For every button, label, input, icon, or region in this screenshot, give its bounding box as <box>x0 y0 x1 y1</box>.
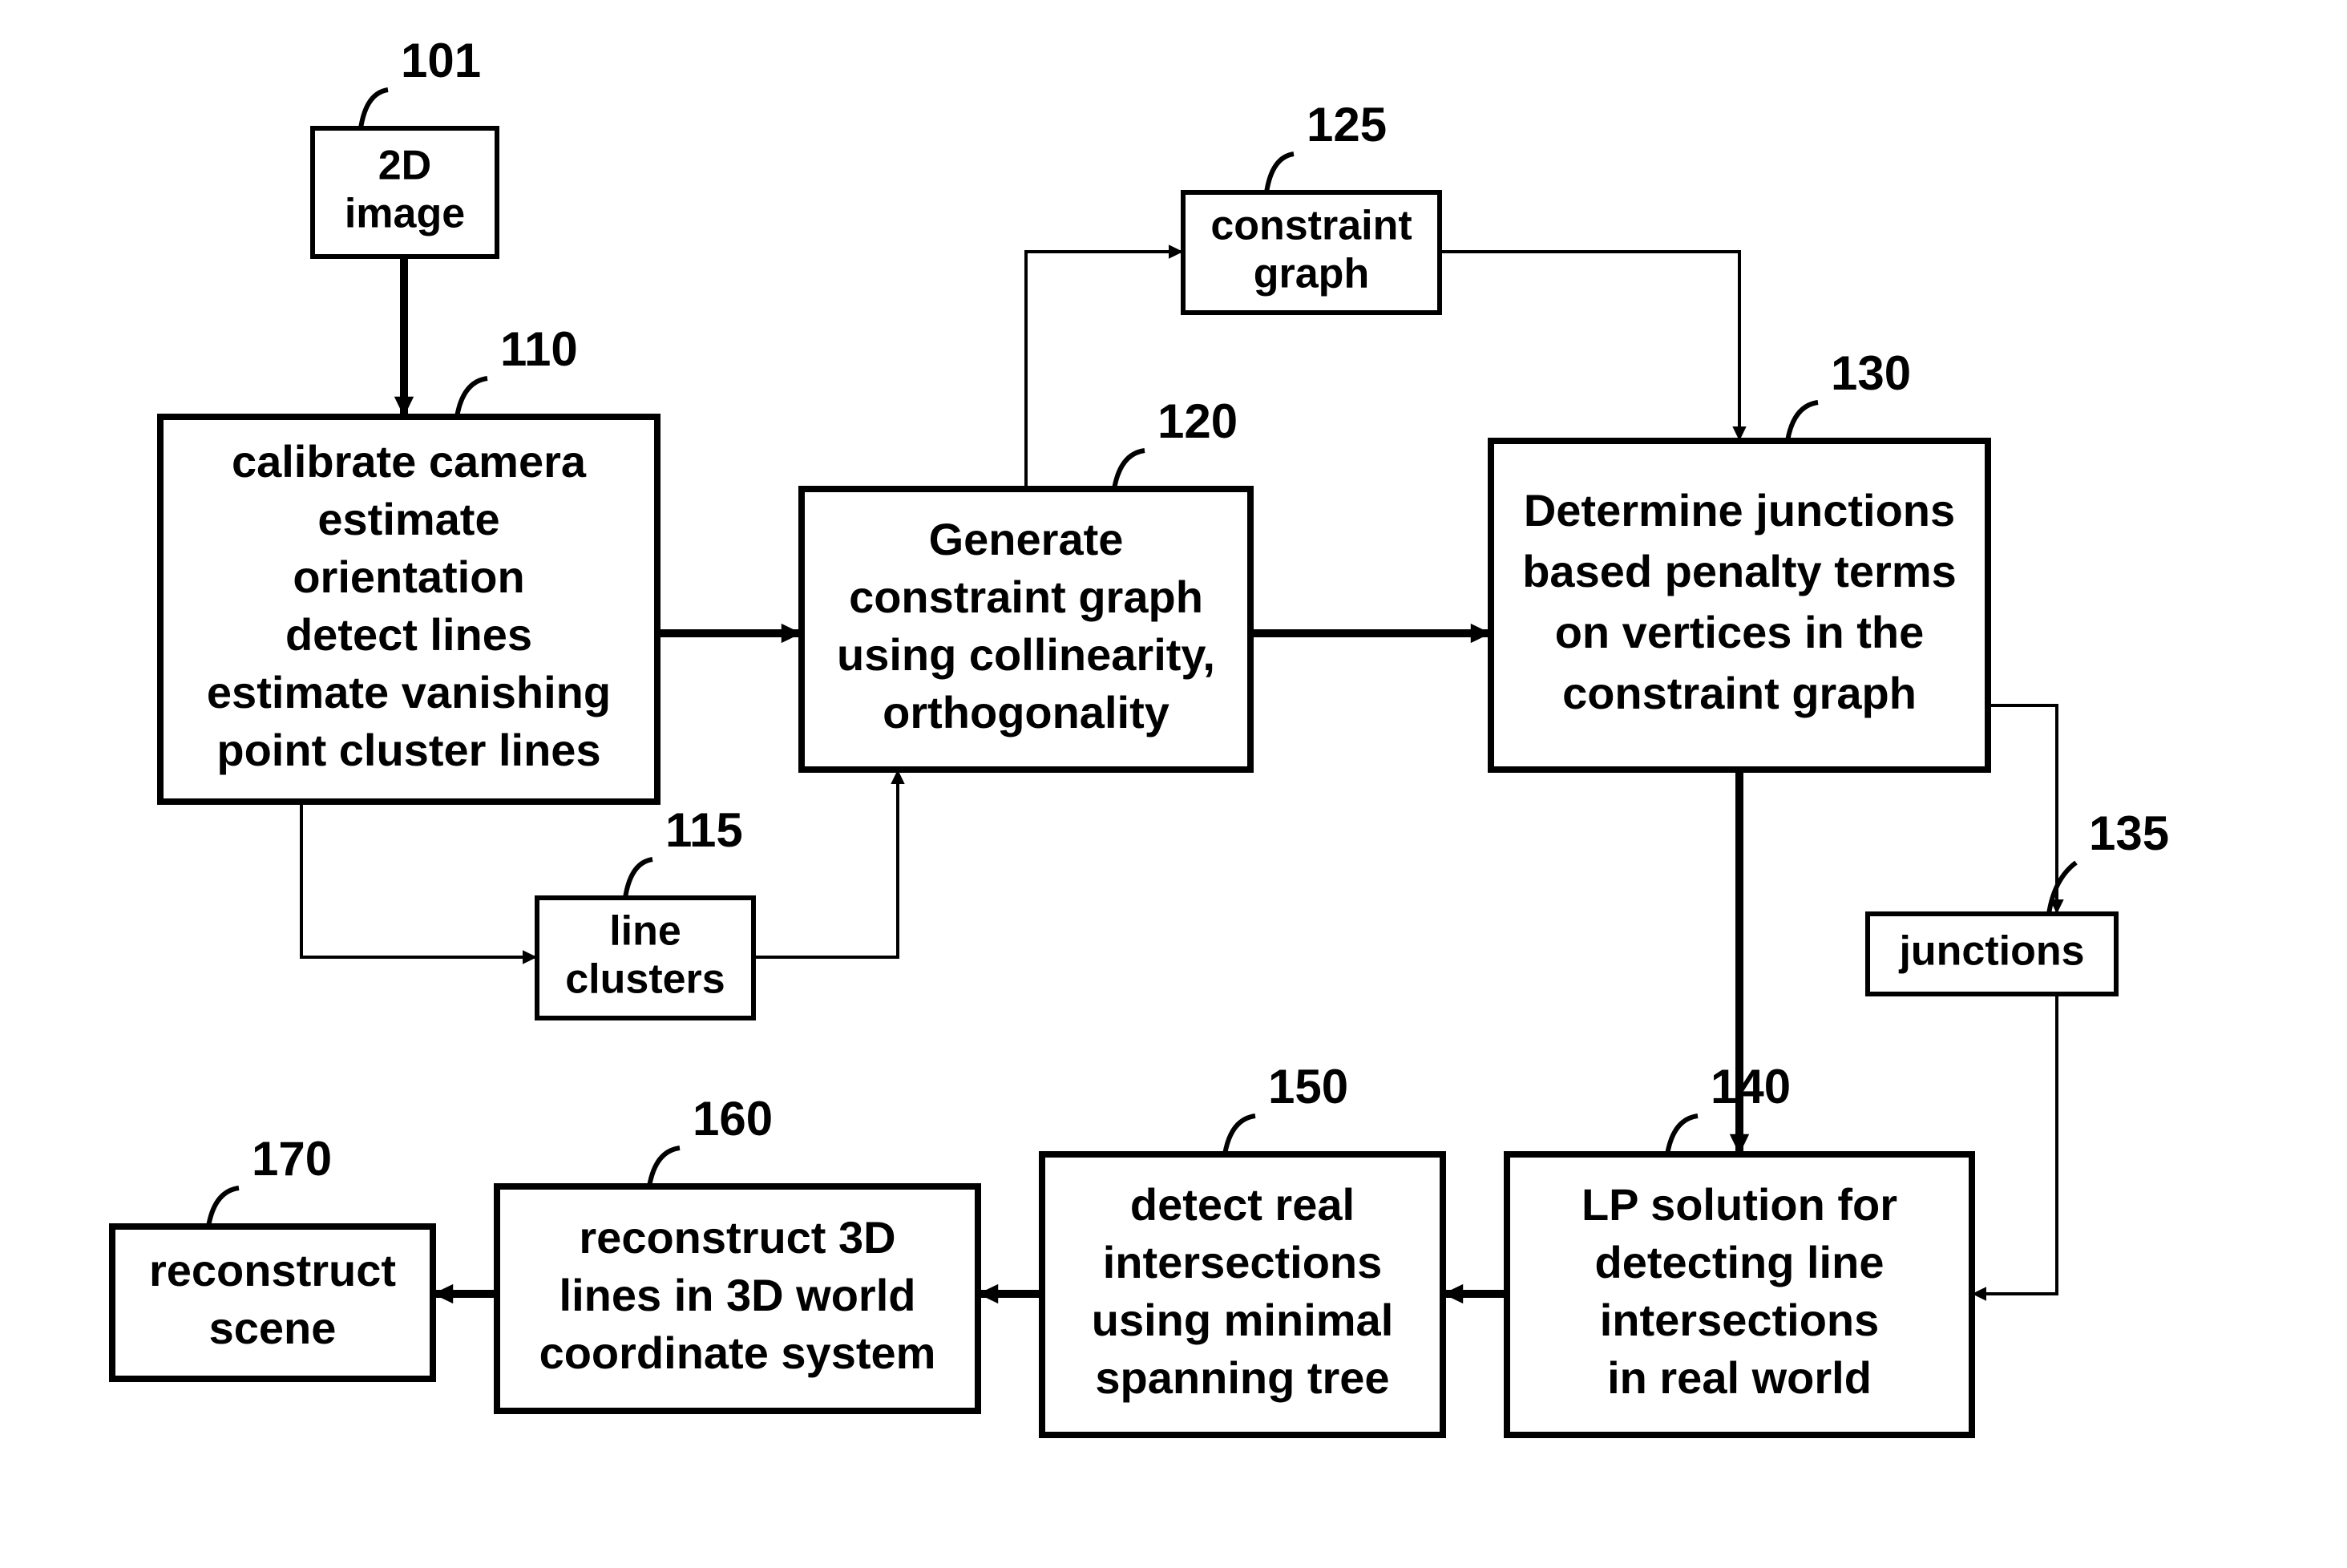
node-160-line-1: lines in 3D world <box>559 1270 916 1320</box>
node-170-line-1: scene <box>209 1303 337 1353</box>
node-120-line-3: orthogonality <box>883 687 1169 738</box>
node-160-line-0: reconstruct 3D <box>579 1212 895 1263</box>
node-150-line-3: spanning tree <box>1095 1352 1389 1403</box>
node-125-line-0: constraint <box>1210 203 1412 249</box>
node-110-line-0: calibrate camera <box>232 436 587 487</box>
node-140-line-2: intersections <box>1600 1295 1880 1345</box>
node-135-line-0: junctions <box>1898 928 2084 975</box>
node-140-line-1: detecting line <box>1595 1237 1884 1287</box>
node-101-line-0: 2D <box>378 143 431 189</box>
node-125-line-1: graph <box>1254 251 1369 297</box>
node-130-line-1: based penalty terms <box>1522 546 1957 596</box>
node-150: detect real intersections using minimal spa… <box>1042 1154 1443 1435</box>
ref-label-125: 125 <box>1307 98 1387 152</box>
ref-label-135: 135 <box>2089 806 2169 860</box>
node-130-line-2: on vertices in the <box>1555 607 1925 657</box>
node-120-line-2: using collinearity, <box>837 629 1215 680</box>
node-110-line-2: orientation <box>293 552 524 602</box>
node-170-line-0: reconstruct <box>149 1245 396 1295</box>
ref-label-115: 115 <box>665 803 743 857</box>
flowchart-diagram: 2Dimage calibrate camera estimate orientati… <box>0 0 2347 1568</box>
node-115-line-1: clusters <box>565 956 725 1003</box>
node-130-line-3: constraint graph <box>1562 668 1917 718</box>
node-150-line-1: intersections <box>1103 1237 1383 1287</box>
node-160: reconstruct 3D lines in 3D world coordinat… <box>497 1186 978 1411</box>
ref-label-101: 101 <box>401 34 481 87</box>
node-101-line-1: image <box>345 191 465 237</box>
node-120-line-0: Generate <box>929 514 1124 564</box>
node-150-line-2: using minimal <box>1092 1295 1394 1345</box>
node-110-line-4: estimate vanishing <box>207 667 611 717</box>
node-160-line-2: coordinate system <box>539 1328 936 1378</box>
node-115-line-0: line <box>609 908 681 955</box>
ref-label-110: 110 <box>500 322 578 376</box>
node-101: 2Dimage <box>313 128 497 257</box>
ref-label-170: 170 <box>252 1132 332 1186</box>
node-150-line-0: detect real <box>1130 1179 1355 1230</box>
ref-label-160: 160 <box>693 1092 773 1146</box>
node-110-line-1: estimate <box>317 494 499 544</box>
node-110-line-5: point cluster lines <box>216 725 600 775</box>
node-140-line-3: in real world <box>1607 1352 1872 1403</box>
node-125: constraintgraph <box>1183 192 1440 313</box>
node-140-line-0: LP solution for <box>1581 1179 1897 1230</box>
node-120-line-1: constraint graph <box>849 572 1203 622</box>
node-130: Determine junctions based penalty terms on… <box>1491 441 1988 770</box>
ref-label-120: 120 <box>1157 394 1238 448</box>
node-115: lineclusters <box>537 898 753 1018</box>
ref-label-130: 130 <box>1831 346 1911 400</box>
node-135: junctions <box>1868 914 2116 994</box>
node-110-line-3: detect lines <box>285 609 532 660</box>
node-170: reconstruct scene <box>112 1227 433 1379</box>
ref-label-140: 140 <box>1711 1060 1791 1113</box>
node-110: calibrate camera estimate orientation detec… <box>160 417 657 802</box>
node-120: Generate constraint graph using collineari… <box>802 489 1250 770</box>
node-140: LP solution for detecting line intersectio… <box>1507 1154 1972 1435</box>
ref-label-150: 150 <box>1268 1060 1348 1113</box>
node-130-line-0: Determine junctions <box>1524 485 1955 535</box>
